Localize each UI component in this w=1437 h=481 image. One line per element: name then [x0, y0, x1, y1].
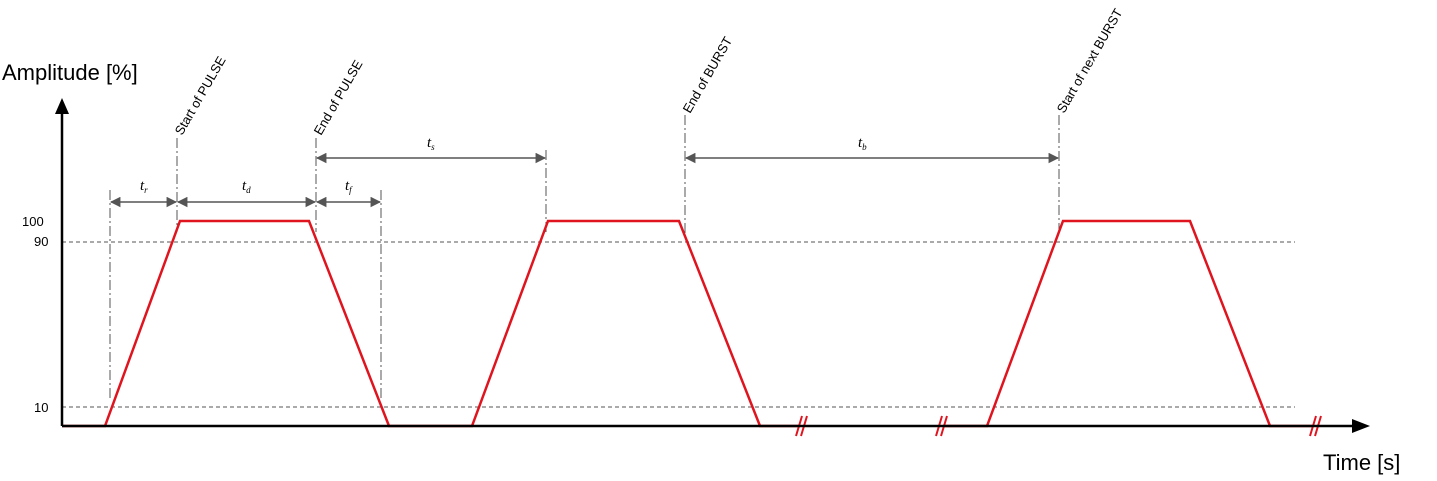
x-axis-title: Time [s] — [1323, 450, 1400, 475]
start-of-next-burst-label: Start of next BURST — [1054, 6, 1126, 116]
y-axis-title: Amplitude [%] — [2, 60, 138, 85]
pulse-duration-label: td — [242, 178, 251, 195]
tick-label-10: 10 — [34, 400, 48, 415]
end-of-pulse-label: End of PULSE — [311, 57, 366, 137]
burst-1-waveform — [62, 219, 800, 428]
end-of-burst-label: End of BURST — [680, 34, 736, 115]
tick-label-90: 90 — [34, 234, 48, 249]
burst-interval-label: tb — [858, 135, 867, 152]
rise-time-label: tr — [140, 178, 148, 195]
fall-time-label: tf — [345, 178, 353, 195]
tick-label-100: 100 — [22, 214, 44, 229]
burst-gap-waveform — [945, 219, 1312, 428]
y-axis-arrowhead — [55, 98, 69, 114]
x-axis-arrowhead — [1352, 419, 1370, 433]
pulse-spacing-label: ts — [427, 135, 435, 152]
start-of-pulse-label: Start of PULSE — [172, 53, 229, 137]
